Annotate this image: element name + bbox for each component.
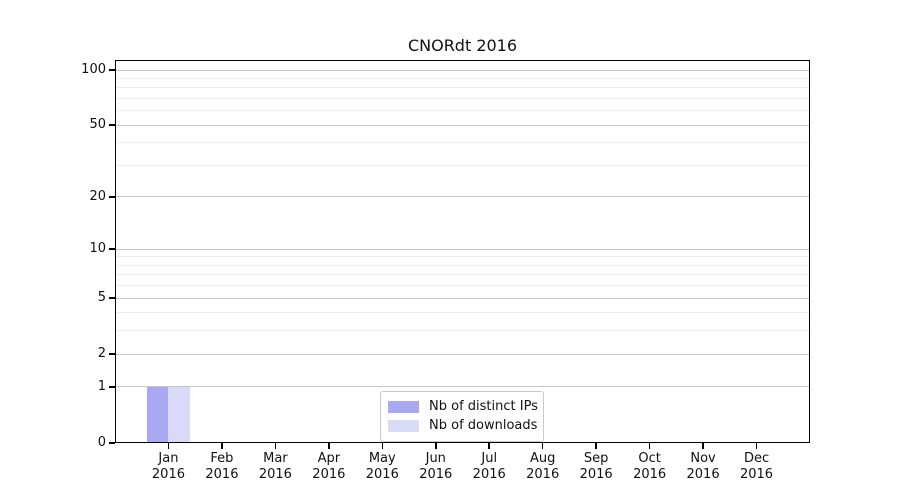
y-major-gridline	[116, 69, 809, 71]
x-tick-label: Jul 2016	[472, 451, 506, 482]
legend-label-distinct-ips: Nb of distinct IPs	[429, 399, 538, 414]
y-minor-gridline	[116, 164, 809, 166]
x-tick-mark	[221, 443, 223, 449]
x-tick-label: Jun 2016	[419, 451, 453, 482]
x-tick-mark	[541, 443, 544, 449]
x-tick-label: Jan 2016	[151, 451, 185, 482]
y-minor-gridline	[116, 285, 809, 287]
x-tick-mark	[435, 443, 437, 449]
y-major-gridline	[116, 196, 809, 198]
legend-item-downloads: Nb of downloads	[388, 417, 538, 434]
y-tick-label: 100	[81, 62, 106, 77]
y-tick-label: 2	[97, 346, 106, 362]
legend-swatch-distinct-ips	[388, 400, 419, 413]
chart-title: CNORdt 2016	[407, 36, 518, 55]
y-tick-label: 5	[97, 290, 106, 306]
x-tick-label: Feb 2016	[205, 451, 239, 482]
x-tick-mark	[702, 443, 704, 449]
y-minor-gridline	[116, 256, 809, 258]
y-tick-mark	[109, 442, 115, 444]
bar-nb-of-downloads-jan	[168, 386, 190, 443]
x-tick-label: Nov 2016	[686, 451, 720, 482]
y-minor-gridline	[116, 77, 809, 79]
x-tick-mark	[381, 443, 384, 449]
y-tick-mark	[109, 297, 115, 299]
y-tick-mark	[109, 248, 115, 250]
x-tick-label: Dec 2016	[739, 451, 774, 482]
y-major-gridline	[116, 124, 809, 126]
y-major-gridline	[116, 248, 809, 250]
bar-nb-of-distinct-ips-jan	[147, 386, 169, 443]
x-tick-label: Mar 2016	[258, 451, 292, 482]
x-tick-label: Aug 2016	[526, 451, 560, 482]
y-minor-gridline	[116, 142, 809, 144]
x-tick-mark	[488, 443, 490, 449]
legend-swatch-downloads	[388, 419, 419, 432]
y-major-gridline	[116, 297, 809, 299]
x-tick-mark	[167, 443, 170, 449]
y-minor-gridline	[116, 274, 809, 276]
x-tick-mark	[595, 443, 597, 449]
y-minor-gridline	[116, 97, 809, 99]
legend: Nb of distinct IPs Nb of downloads	[380, 391, 544, 442]
y-tick-mark	[109, 386, 115, 388]
y-tick-label: 50	[89, 117, 106, 133]
x-tick-label: Apr 2016	[312, 451, 346, 482]
y-minor-gridline	[116, 87, 809, 89]
y-tick-label: 20	[89, 188, 106, 204]
x-tick-mark	[648, 443, 651, 449]
legend-label-downloads: Nb of downloads	[429, 418, 538, 433]
y-tick-label: 10	[89, 241, 106, 257]
x-tick-label: Oct 2016	[633, 451, 667, 482]
plot-area-frame	[115, 60, 810, 443]
y-tick-label: 0	[97, 435, 106, 450]
y-tick-mark	[109, 196, 115, 198]
y-major-gridline	[116, 386, 809, 388]
x-tick-mark	[274, 443, 277, 449]
y-tick-label: 1	[97, 378, 106, 394]
y-tick-mark	[109, 124, 115, 126]
x-tick-mark	[328, 443, 330, 449]
y-minor-gridline	[116, 110, 809, 112]
y-major-gridline	[116, 353, 809, 355]
y-minor-gridline	[116, 264, 809, 266]
x-tick-label: Sep 2016	[579, 451, 613, 482]
x-tick-mark	[755, 443, 758, 449]
y-minor-gridline	[116, 330, 809, 332]
x-tick-label: May 2016	[365, 451, 399, 482]
y-tick-mark	[109, 353, 115, 355]
legend-item-distinct-ips: Nb of distinct IPs	[388, 398, 538, 415]
y-tick-mark	[109, 69, 115, 71]
y-minor-gridline	[116, 312, 809, 314]
